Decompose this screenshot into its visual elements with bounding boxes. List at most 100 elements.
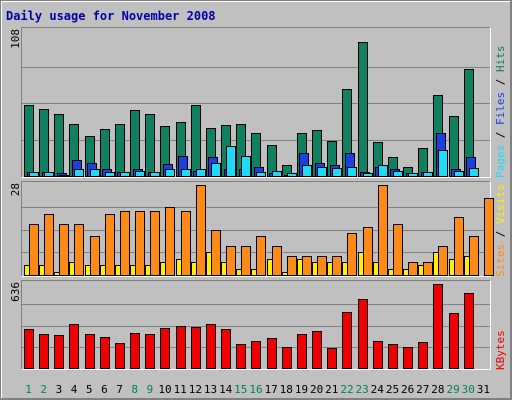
bar-kbytes-day-16 xyxy=(251,341,261,369)
day-label: 28 xyxy=(431,383,444,396)
bar-pages-day-5 xyxy=(90,169,100,177)
day-label: 11 xyxy=(174,383,187,396)
bar-kbytes-day-21 xyxy=(327,348,337,369)
bar-sites-day-1 xyxy=(29,224,39,276)
bar-hits-day-9 xyxy=(145,114,155,177)
legend-series-a: Sites xyxy=(494,244,507,277)
bar-pages-day-7 xyxy=(120,172,130,177)
bar-sites-day-19 xyxy=(302,256,312,276)
bar-pages-day-22 xyxy=(347,167,357,177)
day-label: 2 xyxy=(40,383,47,396)
legend-separator: / xyxy=(494,224,507,244)
y-max-label: 28 xyxy=(9,183,22,196)
plot-border-shadow xyxy=(21,280,491,370)
chart-panels: 108 Pages / Files / Hits 28 Sites / Visits 6… xyxy=(9,27,507,370)
day-label: 21 xyxy=(325,383,338,396)
bar-kbytes-day-8 xyxy=(130,333,140,369)
bar-kbytes-day-14 xyxy=(221,329,231,369)
bar-sites-day-27 xyxy=(423,262,433,276)
bar-kbytes-day-11 xyxy=(176,326,186,369)
y-max-label: 636 xyxy=(9,282,22,302)
bar-kbytes-day-26 xyxy=(403,347,413,369)
bar-sites-day-5 xyxy=(90,236,100,276)
bar-sites-day-16 xyxy=(256,236,266,276)
day-label: 10 xyxy=(158,383,171,396)
bar-pages-day-30 xyxy=(469,168,479,177)
bar-sites-day-20 xyxy=(317,256,327,276)
bar-kbytes-day-27 xyxy=(418,342,428,369)
bar-pages-day-3 xyxy=(59,175,69,177)
bar-kbytes-day-17 xyxy=(267,338,277,369)
bar-pages-day-24 xyxy=(378,165,388,177)
bar-sites-day-6 xyxy=(105,214,115,276)
day-label: 8 xyxy=(131,383,138,396)
bar-kbytes-day-9 xyxy=(145,334,155,369)
day-label: 22 xyxy=(340,383,353,396)
bar-kbytes-day-28 xyxy=(433,284,443,369)
side-legend: KBytes xyxy=(494,330,507,370)
panel-kbytes: 636 KBytes xyxy=(9,280,507,370)
bar-kbytes-day-1 xyxy=(24,329,34,369)
bar-sites-day-10 xyxy=(165,207,175,276)
bar-sites-day-2 xyxy=(44,214,54,276)
day-label: 18 xyxy=(280,383,293,396)
day-label: 16 xyxy=(249,383,262,396)
day-labels: 1 2 3 4 5 6 7 8 9 10 11 12 13 14 15 16 17 18 19 20 21 22 23 24 2… xyxy=(25,383,490,396)
bar-kbytes-day-18 xyxy=(282,347,292,369)
bar-kbytes-day-29 xyxy=(449,313,459,369)
bar-sites-day-9 xyxy=(150,211,160,276)
bar-hits-day-7 xyxy=(115,124,125,177)
plot-border-highlight xyxy=(21,27,491,178)
bar-sites-day-31 xyxy=(484,198,494,276)
legend-series-b: Visits xyxy=(494,184,507,224)
bar-sites-day-8 xyxy=(135,211,145,276)
bar-sites-day-7 xyxy=(120,211,130,276)
legend-series-c: Hits xyxy=(494,46,507,73)
bar-sites-day-30 xyxy=(469,236,479,276)
side-legend: Sites / Visits xyxy=(494,184,507,277)
legend-series-a: KBytes xyxy=(494,330,507,370)
day-label: 7 xyxy=(116,383,123,396)
bar-pages-day-26 xyxy=(408,173,418,177)
bar-hits-day-2 xyxy=(39,109,49,177)
bar-pages-day-9 xyxy=(150,172,160,177)
bar-pages-day-4 xyxy=(74,169,84,177)
bar-kbytes-day-12 xyxy=(191,327,201,369)
day-label: 24 xyxy=(371,383,385,396)
bar-sites-day-13 xyxy=(211,230,221,276)
bar-kbytes-day-7 xyxy=(115,343,125,369)
bar-kbytes-day-10 xyxy=(160,328,170,369)
bar-pages-day-25 xyxy=(393,171,403,177)
bar-hits-day-12 xyxy=(191,105,201,177)
bar-hits-day-29 xyxy=(449,116,459,177)
bar-hits-day-1 xyxy=(24,105,34,177)
bar-kbytes-day-4 xyxy=(69,324,79,369)
bar-sites-day-15 xyxy=(241,246,251,276)
bar-kbytes-day-23 xyxy=(358,299,368,369)
bar-kbytes-day-6 xyxy=(100,337,110,369)
bar-kbytes-day-2 xyxy=(39,334,49,369)
day-label: 13 xyxy=(204,383,217,396)
bar-sites-day-12 xyxy=(196,185,206,276)
bar-pages-day-10 xyxy=(165,169,175,177)
bar-pages-day-19 xyxy=(302,165,312,177)
bar-sites-day-14 xyxy=(226,246,236,276)
bar-pages-day-11 xyxy=(181,169,191,177)
bar-kbytes-day-19 xyxy=(297,334,307,369)
day-label: 17 xyxy=(265,383,278,396)
legend-series-b: Files xyxy=(494,92,507,125)
bar-sites-day-3 xyxy=(59,224,69,276)
bar-kbytes-day-20 xyxy=(312,331,322,369)
bar-kbytes-day-5 xyxy=(85,334,95,369)
plot-border-shadow xyxy=(21,181,491,277)
bar-kbytes-day-15 xyxy=(236,344,246,369)
legend-separator: / xyxy=(494,125,507,145)
bar-sites-day-11 xyxy=(181,211,191,276)
plot-border-highlight xyxy=(21,280,491,370)
day-label: 15 xyxy=(234,383,247,396)
day-label: 27 xyxy=(416,383,429,396)
day-label: 3 xyxy=(56,383,63,396)
day-label: 1 xyxy=(25,383,32,396)
